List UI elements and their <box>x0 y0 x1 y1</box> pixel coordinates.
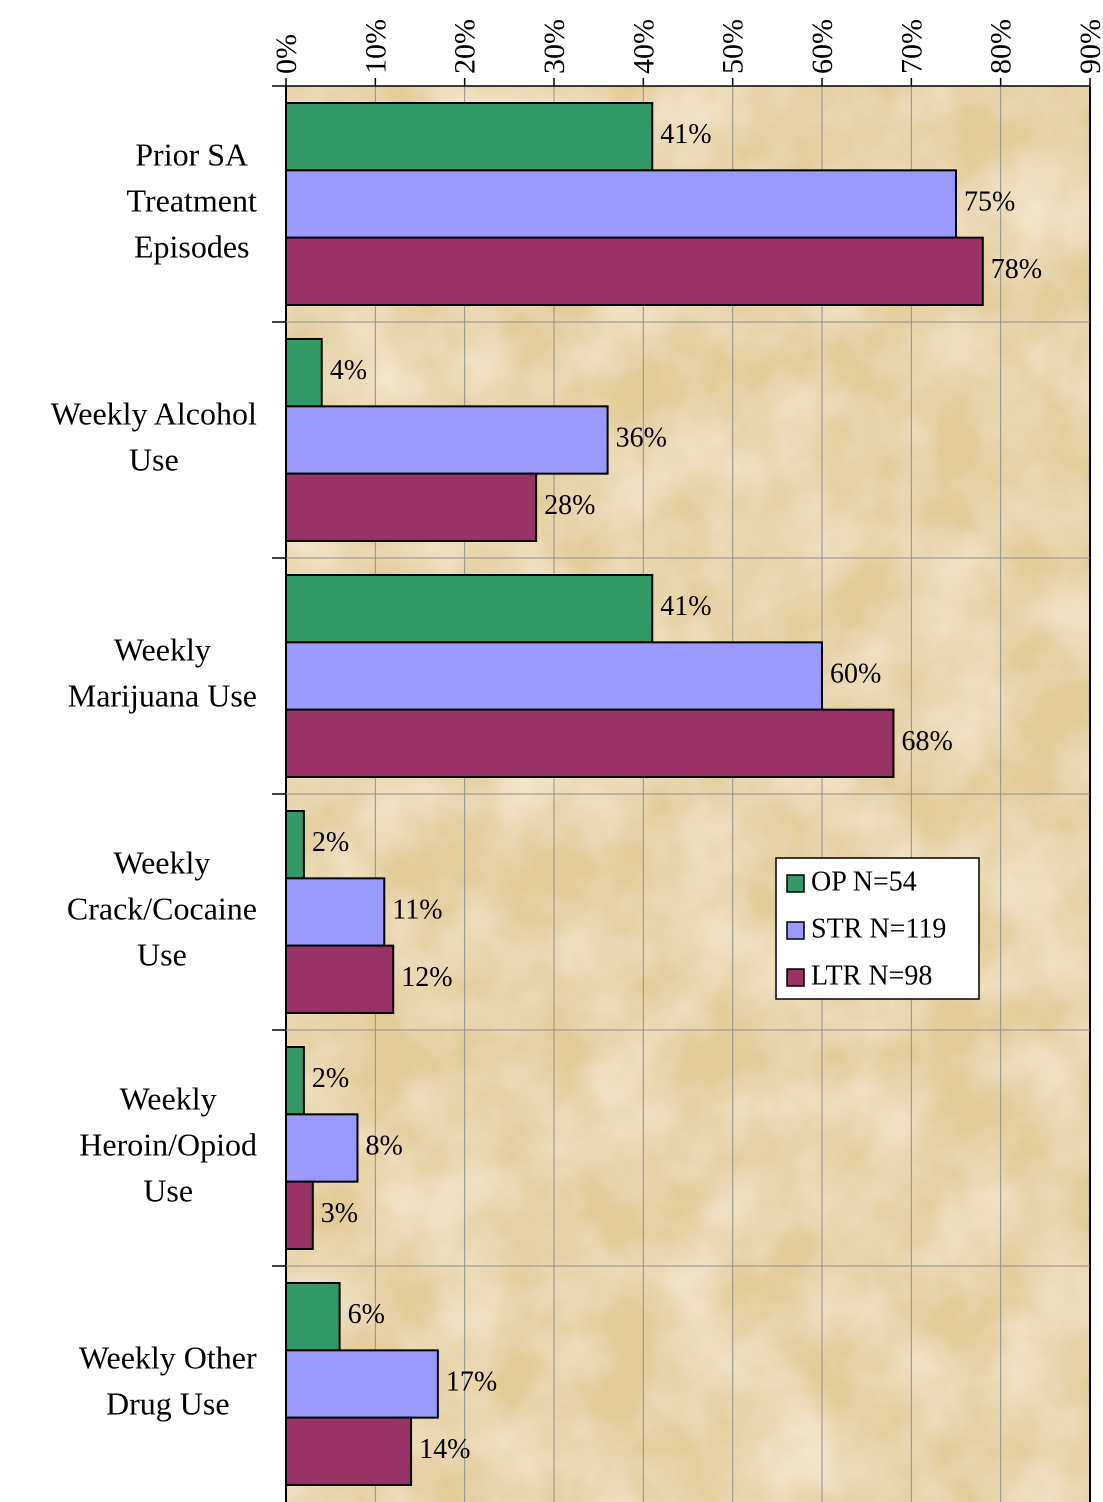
y-tick-label-line: Crack/Cocaine <box>67 890 257 926</box>
data-label: 14% <box>419 1434 470 1465</box>
x-tick-label: 60% <box>806 19 839 74</box>
y-tick-label: Weekly Crack/Cocaine Use <box>67 844 257 972</box>
bar <box>285 810 305 880</box>
data-label: 60% <box>830 658 881 689</box>
x-tick-label: 70% <box>895 19 928 74</box>
y-tick-label-line: Weekly <box>120 1080 217 1116</box>
legend-swatch <box>786 874 805 893</box>
y-tick-label-line: Heroin/Opiod <box>79 1126 257 1162</box>
data-label: 68% <box>901 726 952 757</box>
x-tick-label: 50% <box>717 19 750 74</box>
y-tick-label-line: Marijuana Use <box>68 677 257 713</box>
y-tick-label: Weekly Other Drug Use <box>79 1339 257 1421</box>
y-tick-label-line: Use <box>129 441 179 477</box>
data-label: 2% <box>312 1063 349 1094</box>
bar <box>285 405 609 475</box>
data-label: 6% <box>348 1299 385 1330</box>
legend-label: STR N=119 <box>811 913 946 944</box>
y-tick-label-line: Weekly Other <box>79 1339 257 1375</box>
data-label: 2% <box>312 827 349 858</box>
y-tick-label: Prior SA Treatment Episodes <box>127 136 257 264</box>
data-label: 3% <box>321 1198 358 1229</box>
y-tick-label-line: Weekly <box>113 844 210 880</box>
chart-layer: 0% 10% 20% 30% 40% 50% 60% 70% 80% 90% Prior SA Tre… <box>51 19 1103 1502</box>
x-tick-label: 90% <box>1074 19 1103 74</box>
data-label: 11% <box>392 894 442 925</box>
y-tick-label: Weekly Alcohol Use <box>51 395 257 477</box>
legend-box <box>775 857 980 1000</box>
y-tick-label: Weekly Heroin/Opiod Use <box>79 1080 257 1208</box>
bar <box>285 944 395 1015</box>
data-label: 28% <box>544 490 595 521</box>
data-label: 8% <box>365 1130 402 1161</box>
y-tick-label-line: Use <box>143 1172 193 1208</box>
legend-label: OP N=54 <box>811 866 917 897</box>
y-tick-label-line: Weekly <box>114 631 211 667</box>
bar <box>285 1416 413 1486</box>
x-tick-label: 30% <box>538 19 571 74</box>
bar <box>285 574 654 644</box>
data-label: 36% <box>616 422 667 453</box>
data-label: 4% <box>330 355 367 386</box>
bar <box>285 1282 341 1352</box>
bar <box>285 1349 439 1419</box>
bar <box>285 641 823 711</box>
data-label: 17% <box>446 1366 497 1397</box>
bar <box>285 1113 359 1183</box>
y-tick-label: Weekly Marijuana Use <box>68 631 257 713</box>
y-tick-label-line: Episodes <box>134 228 250 264</box>
y-tick-label-line: Use <box>137 936 187 972</box>
bar <box>285 236 984 307</box>
bar <box>285 1046 305 1116</box>
data-label: 41% <box>660 591 711 622</box>
x-tick-label: 40% <box>627 19 660 74</box>
bar <box>285 338 323 408</box>
bar <box>285 877 386 947</box>
y-tick-label-line: Drug Use <box>106 1385 230 1421</box>
y-tick-label-line: Treatment <box>127 182 257 218</box>
bar <box>285 102 654 172</box>
data-label: 41% <box>660 119 711 150</box>
x-tick-label: 0% <box>270 34 303 74</box>
bar <box>285 472 538 542</box>
bar <box>285 1180 314 1250</box>
data-label: 75% <box>964 186 1015 217</box>
x-tick-label: 10% <box>359 19 392 74</box>
data-label: 78% <box>991 254 1042 285</box>
y-tick-label-line: Prior SA <box>135 136 248 172</box>
y-tick-label-line: Weekly Alcohol <box>51 395 257 431</box>
legend: OP N=54 STR N=119 LTR N=98 <box>775 857 980 1000</box>
bar <box>285 169 957 239</box>
legend-label: LTR N=98 <box>811 960 932 991</box>
data-label: 12% <box>401 962 452 993</box>
bar <box>285 708 895 779</box>
x-tick-label: 20% <box>449 19 482 74</box>
x-tick-label: 80% <box>985 19 1018 74</box>
legend-swatch <box>786 968 805 987</box>
legend-swatch <box>786 921 805 940</box>
